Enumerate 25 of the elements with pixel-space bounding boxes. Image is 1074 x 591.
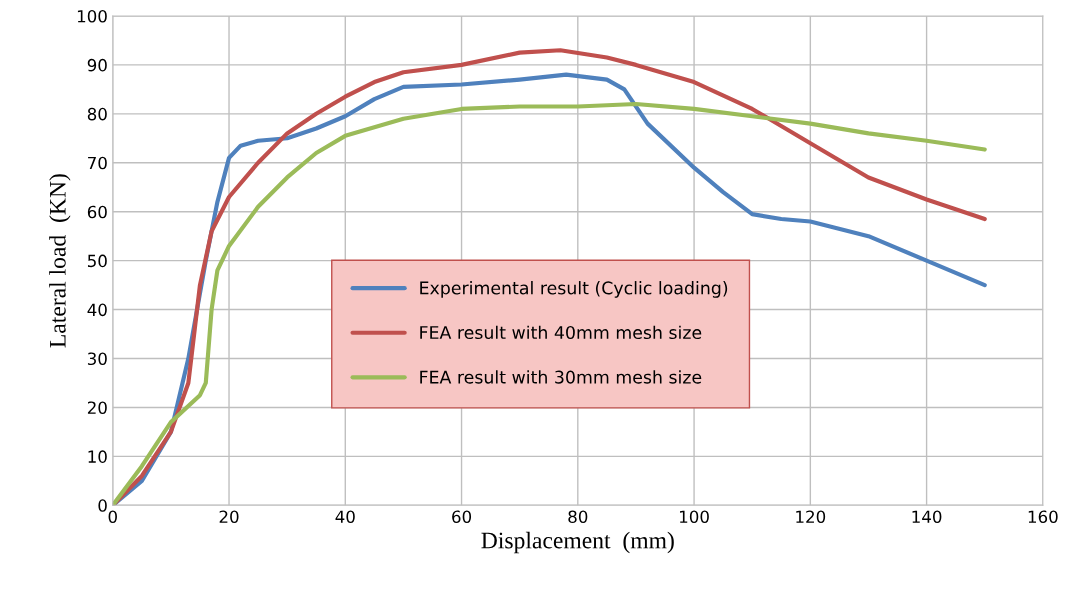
y-tick-label: 80 <box>87 107 107 121</box>
y-axis-title: Lateral load (KN) <box>49 174 71 348</box>
x-tick-label: 80 <box>568 510 588 524</box>
legend-label: FEA result with 30mm mesh size <box>420 370 702 384</box>
y-tick-label: 10 <box>88 450 107 463</box>
y-tick-label: 0 <box>98 499 107 512</box>
x-tick-label: 40 <box>335 510 355 524</box>
y-tick-label: 100 <box>77 9 107 23</box>
x-tick-label: 120 <box>796 510 826 524</box>
y-tick-label: 60 <box>87 205 107 219</box>
legend-label: Experimental result (Cyclic loading) <box>420 281 728 298</box>
x-tick-label: 0 <box>108 510 117 524</box>
y-tick-label: 50 <box>87 254 107 268</box>
x-tick-label: 140 <box>912 510 942 524</box>
legend-label: FEA result with 40mm mesh size <box>420 325 702 340</box>
y-tick-label: 20 <box>87 401 107 414</box>
y-tick-label: 30 <box>87 352 107 366</box>
x-tick-label: 60 <box>452 510 472 524</box>
x-tick-label: 160 <box>1028 510 1058 524</box>
y-tick-label: 70 <box>88 156 107 170</box>
x-tick-label: 20 <box>219 510 239 524</box>
y-tick-label: 40 <box>87 303 107 317</box>
x-tick-label: 100 <box>680 510 709 524</box>
y-tick-label: 90 <box>87 58 107 72</box>
x-axis-title: Displacement (mm) <box>481 531 674 554</box>
